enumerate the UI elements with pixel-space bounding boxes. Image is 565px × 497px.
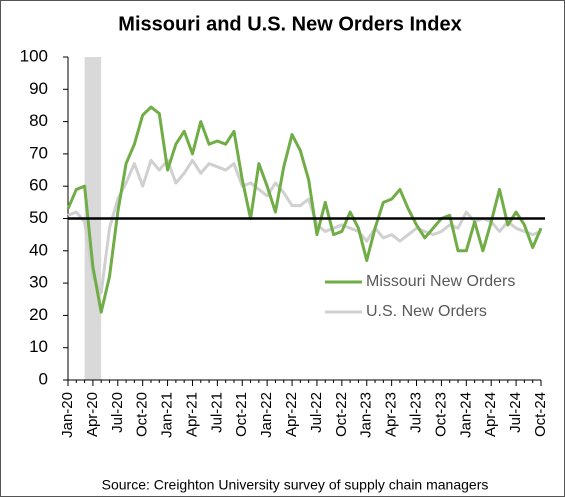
x-tick-label: Jul-21 [208,392,225,433]
x-tick-label: Apr-21 [183,392,200,437]
x-tick-label: Apr-23 [383,392,400,437]
y-tick-label: 10 [29,337,48,356]
x-tick-label: Jan-21 [159,392,176,438]
legend-label: U.S. New Orders [366,303,487,320]
x-tick-label: Oct-21 [233,392,250,437]
x-tick-label: Jul-23 [407,392,424,433]
x-tick-label: Oct-22 [333,392,350,437]
x-tick-label: Jan-24 [457,392,474,438]
y-tick-label: 40 [29,240,48,259]
series-line [66,105,543,314]
x-tick-label: Oct-23 [432,392,449,437]
y-tick-label: 0 [39,369,48,388]
x-tick-label: Oct-20 [134,392,151,437]
chart-title: Missouri and U.S. New Orders Index [118,13,461,35]
y-tick-label: 90 [29,79,48,98]
y-tick-label: 80 [29,111,48,130]
x-tick-label: Jan-22 [258,392,275,438]
y-tick-label: 70 [29,143,48,162]
x-tick-label: Jan-23 [358,392,375,438]
source: Source: Creighton University survey of s… [102,477,489,493]
x-tick-label: Jul-20 [109,392,126,433]
y-tick-label: 100 [20,46,48,65]
x-tick-label: Jan-20 [59,392,76,438]
series-line [67,158,542,295]
x-tick-label: Apr-20 [84,392,101,437]
x-tick-label: Jul-24 [507,392,524,433]
x-tick-label: Oct-24 [532,392,549,437]
x-tick-label: Apr-22 [283,392,300,437]
x-tick-label: Apr-24 [482,392,499,437]
y-tick-label: 30 [29,273,48,292]
x-tick-label: Jul-22 [308,392,325,433]
y-tick-label: 50 [29,208,48,227]
y-tick-label: 60 [29,176,48,195]
y-tick-label: 20 [29,305,48,324]
legend-label: Missouri New Orders [366,273,515,290]
